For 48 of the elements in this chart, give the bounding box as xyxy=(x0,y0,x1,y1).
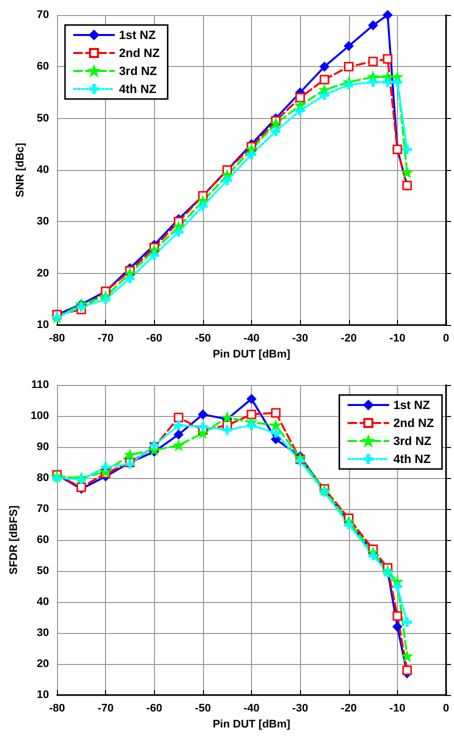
legend-label: 3rd NZ xyxy=(393,434,432,448)
y-tick-label: 70 xyxy=(36,503,49,515)
x-axis-title: Pin DUT [dBm] xyxy=(212,348,291,360)
x-tick-label: -10 xyxy=(389,702,406,714)
x-tick-label: -80 xyxy=(49,332,65,344)
y-tick-label: 70 xyxy=(36,9,49,21)
y-tick-label: 50 xyxy=(36,565,49,577)
y-tick-label: 10 xyxy=(36,319,49,331)
y-tick-label: 100 xyxy=(30,410,49,422)
x-tick-label: -40 xyxy=(244,702,260,714)
x-tick-label: -60 xyxy=(146,332,162,344)
legend-label: 3rd NZ xyxy=(119,64,158,78)
x-tick-label: -20 xyxy=(340,332,357,344)
y-tick-label: 40 xyxy=(36,164,49,176)
y-axis-title: SFDR [dBFS] xyxy=(8,505,20,575)
x-tick-label: -80 xyxy=(49,702,65,714)
y-tick-label: 80 xyxy=(36,472,49,484)
legend-label: 1st NZ xyxy=(393,398,430,412)
x-tick-label: 0 xyxy=(442,702,450,714)
y-tick-label: 30 xyxy=(36,627,49,639)
y-tick-label: 110 xyxy=(31,379,49,391)
x-tick-label: -70 xyxy=(98,332,114,344)
y-tick-label: 40 xyxy=(36,596,49,608)
y-tick-label: 50 xyxy=(36,112,49,124)
y-tick-label: 10 xyxy=(36,689,49,701)
x-tick-label: -60 xyxy=(146,702,162,714)
y-axis-title: SNR [dBc] xyxy=(14,142,26,198)
x-tick-label: -40 xyxy=(244,332,260,344)
x-tick-label: 0 xyxy=(442,332,450,344)
y-tick-label: 20 xyxy=(36,658,49,670)
legend-label: 4th NZ xyxy=(119,82,156,96)
y-tick-label: 90 xyxy=(36,441,49,453)
x-tick-label: -30 xyxy=(292,702,308,714)
legend-label: 2nd NZ xyxy=(393,416,434,430)
x-tick-label: -30 xyxy=(292,332,308,344)
x-axis-title: Pin DUT [dBm] xyxy=(212,718,291,730)
x-tick-label: -70 xyxy=(98,702,114,714)
x-tick-label: -50 xyxy=(194,332,211,344)
y-tick-label: 60 xyxy=(36,534,49,546)
legend-label: 4th NZ xyxy=(393,452,431,466)
y-tick-label: 20 xyxy=(36,267,49,280)
x-tick-label: -50 xyxy=(194,702,211,714)
y-tick-label: 60 xyxy=(36,60,49,73)
y-tick-label: 30 xyxy=(36,216,49,228)
x-tick-label: -10 xyxy=(389,332,406,344)
x-tick-label: -20 xyxy=(340,702,357,714)
legend-label: 1st NZ xyxy=(119,28,156,42)
legend-label: 2nd NZ xyxy=(119,46,160,60)
